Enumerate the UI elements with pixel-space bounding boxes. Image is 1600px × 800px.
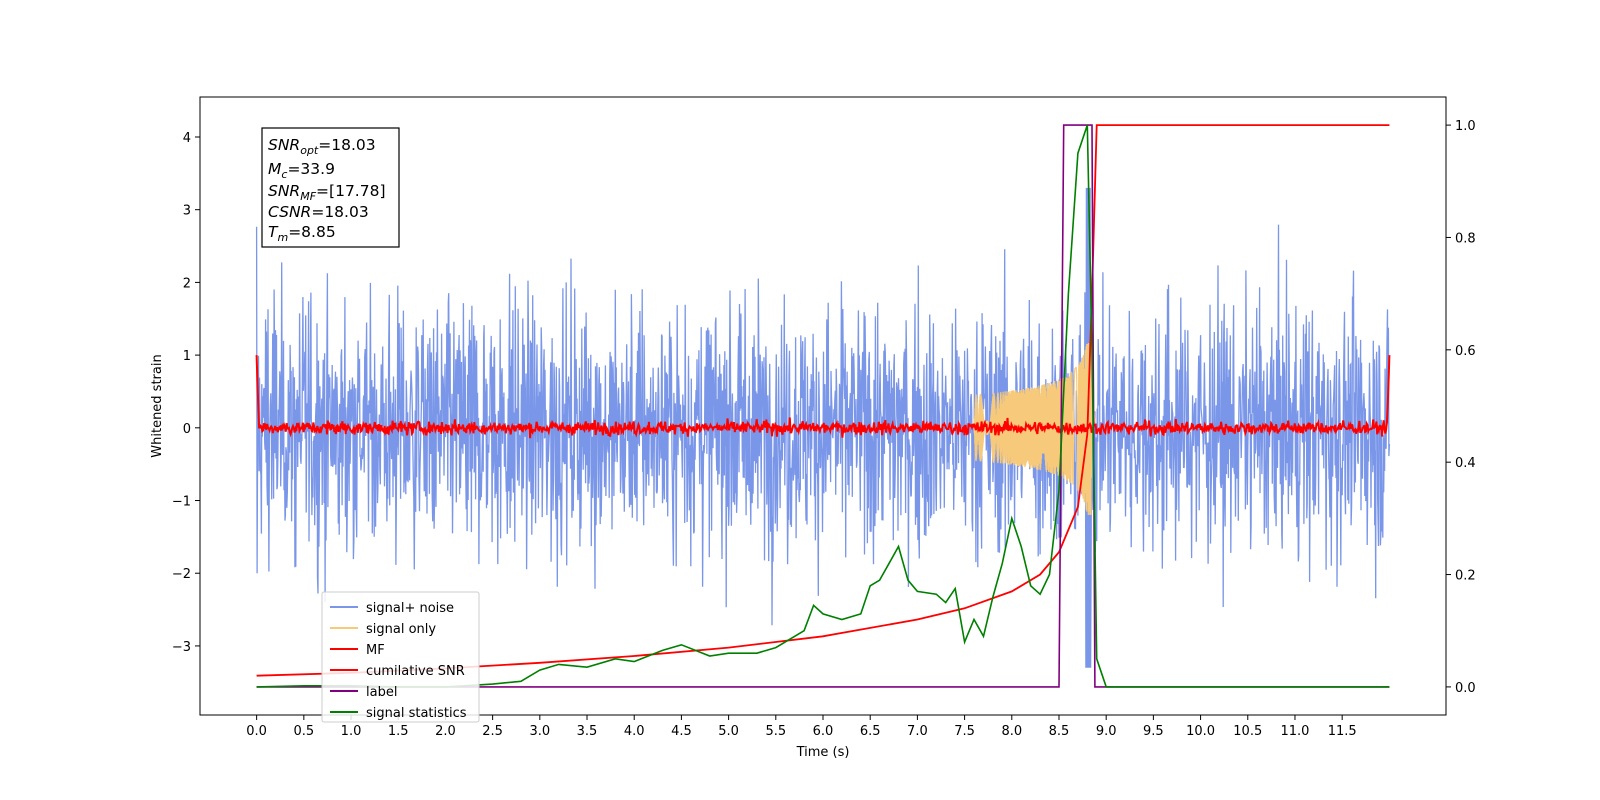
annotation-snr-opt: SNRopt=18.03 [268,136,376,157]
series-mf-line [255,355,1391,439]
legend-entries: signal+ noise signal only MF cumilative SNR… [330,601,467,721]
x-tick-label: 0.0 [246,724,267,739]
annotation-tm: Tm=8.85 [268,223,336,244]
x-tick-label: 8.5 [1049,724,1070,739]
legend-frame [321,591,480,723]
y-right-tick-label: 1.0 [1455,119,1476,134]
legend-entry-label: signal statistics [366,706,467,721]
y-tick-label: 0 [183,422,191,437]
x-tick-label: 6.5 [860,724,881,739]
x-tick-label: 5.0 [718,724,739,739]
legend-entry-label: signal only [366,622,436,637]
x-tick-label: 5.5 [765,724,786,739]
annotation-snr-mf: SNRMF=[17.78] [268,182,386,203]
y-right-tick-label: 0.4 [1455,456,1476,471]
x-tick-label: 1.0 [341,724,362,739]
x-tick-label: 10.0 [1186,724,1215,739]
x-tick-label: 9.0 [1096,724,1117,739]
x-tick-label: 7.5 [954,724,975,739]
y-tick-label: 4 [183,131,191,146]
legend-entry-label: signal+ noise [366,601,454,616]
y-right-tick-label: 0.8 [1455,231,1476,246]
legend-entry-label: cumilative SNR [366,664,465,679]
x-tick-label: 2.5 [482,724,503,739]
y-right-tick-label: 0.6 [1455,344,1476,359]
legend-entry-label: label [366,685,397,700]
y-tick-label: 2 [183,276,191,291]
ticks-layer: 0.0 0.5 1.0 1.5 2.0 2.5 3.0 3.5 4.0 4.5 5.0 5.5 6.0 6… [172,119,1476,739]
x-axis-label: Time (s) [796,745,850,760]
annotation-csnr: CSNR=18.03 [268,203,369,221]
annotation-box: SNRopt=18.03 Mc=33.9 SNRMF=[17.78] CSNR=… [261,127,400,248]
x-tick-label: 1.5 [388,724,409,739]
x-tick-label: 9.5 [1143,724,1164,739]
y-tick-label: −1 [172,495,191,510]
y-tick-label: −3 [172,640,191,655]
legend-entry-label: MF [366,643,385,658]
series-layer [255,124,1391,688]
x-tick-label: 11.0 [1280,724,1309,739]
x-tick-label: 6.0 [813,724,834,739]
x-tick-label: 10.5 [1233,724,1262,739]
x-tick-label: 4.5 [671,724,692,739]
series-signal-noise-line [255,187,1391,668]
series-signal-only-line [973,340,1098,516]
series-cumulative-snr-line [256,124,1390,677]
x-tick-label: 3.5 [577,724,598,739]
y-axis-label: Whitened strain [150,354,165,457]
y-tick-label: 3 [183,204,191,219]
x-tick-label: 8.0 [1001,724,1022,739]
y-right-tick-label: 0.2 [1455,569,1476,584]
y-tick-label: 1 [183,349,191,364]
x-tick-label: 11.5 [1328,724,1357,739]
y-right-tick-label: 0.0 [1455,681,1476,696]
x-tick-label: 4.0 [624,724,645,739]
annotation-frame [261,127,400,248]
x-tick-label: 3.0 [529,724,550,739]
y-tick-label: −2 [172,567,191,582]
annotation-mc: Mc=33.9 [268,160,335,181]
x-tick-label: 0.5 [293,724,314,739]
series-signal-statistics-line [256,124,1390,688]
legend: signal+ noise signal only MF cumilative SNR… [321,591,480,723]
x-tick-label: 2.0 [435,724,456,739]
x-tick-label: 7.0 [907,724,928,739]
